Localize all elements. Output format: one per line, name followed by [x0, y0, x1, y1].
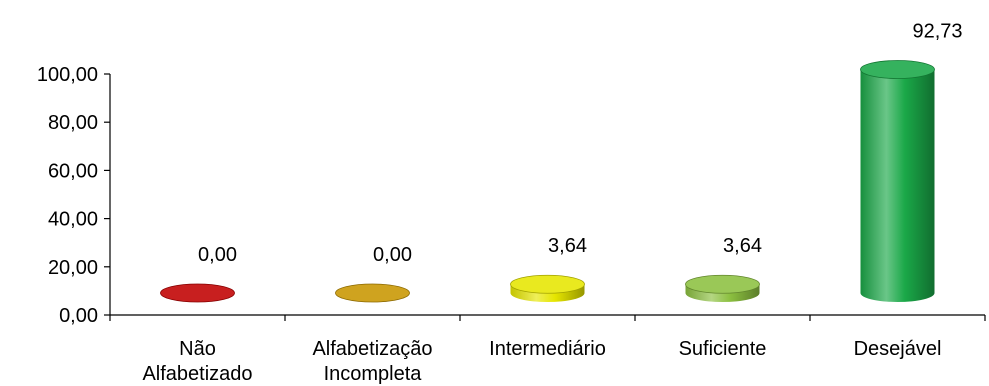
y-tick-label: 80,00 [48, 112, 98, 134]
bar-2 [510, 274, 585, 302]
category-label: Alfabetização Incompleta [312, 338, 432, 385]
data-label: 0,00 [198, 244, 237, 266]
bar-4 [860, 60, 935, 303]
y-tick-label: 0,00 [59, 305, 98, 327]
y-tick-label: 60,00 [48, 160, 98, 182]
category-label-line: Alfabetizado [142, 363, 252, 385]
data-label: 3,64 [548, 235, 587, 257]
y-tick-label: 20,00 [48, 257, 98, 279]
bar-top [685, 274, 760, 294]
category-label: Suficiente [679, 338, 767, 360]
axes: 0,00 20,00 40,00 60,00 80,00 100,00 [37, 64, 986, 327]
data-label: 3,64 [723, 235, 762, 257]
category-label-line: Não [179, 338, 216, 360]
category-label-line: Intermediário [489, 338, 606, 360]
category-label-line: Desejável [854, 338, 942, 360]
category-label-line: Suficiente [679, 338, 767, 360]
category-label: Não Alfabetizado [142, 338, 252, 385]
y-tick-label: 100,00 [37, 64, 98, 86]
category-label: Desejável [854, 338, 942, 360]
bar-1 [335, 283, 410, 303]
category-label-line: Incompleta [324, 363, 423, 385]
bar-top [860, 60, 935, 79]
bar-top [335, 283, 410, 303]
bar-3 [685, 274, 760, 302]
data-label: 0,00 [373, 244, 412, 266]
data-label: 92,73 [912, 21, 962, 43]
bar-top [160, 283, 235, 303]
category-label: Intermediário [489, 338, 606, 360]
bar-0 [160, 283, 235, 303]
bar-top [510, 274, 585, 294]
category-label-line: Alfabetização [312, 338, 432, 360]
y-tick-label: 40,00 [48, 209, 98, 231]
bar-body [860, 69, 935, 303]
labels: 0,00 Não Alfabetizado 0,00 Alfabetização Inco… [142, 21, 962, 385]
bars [160, 60, 935, 303]
